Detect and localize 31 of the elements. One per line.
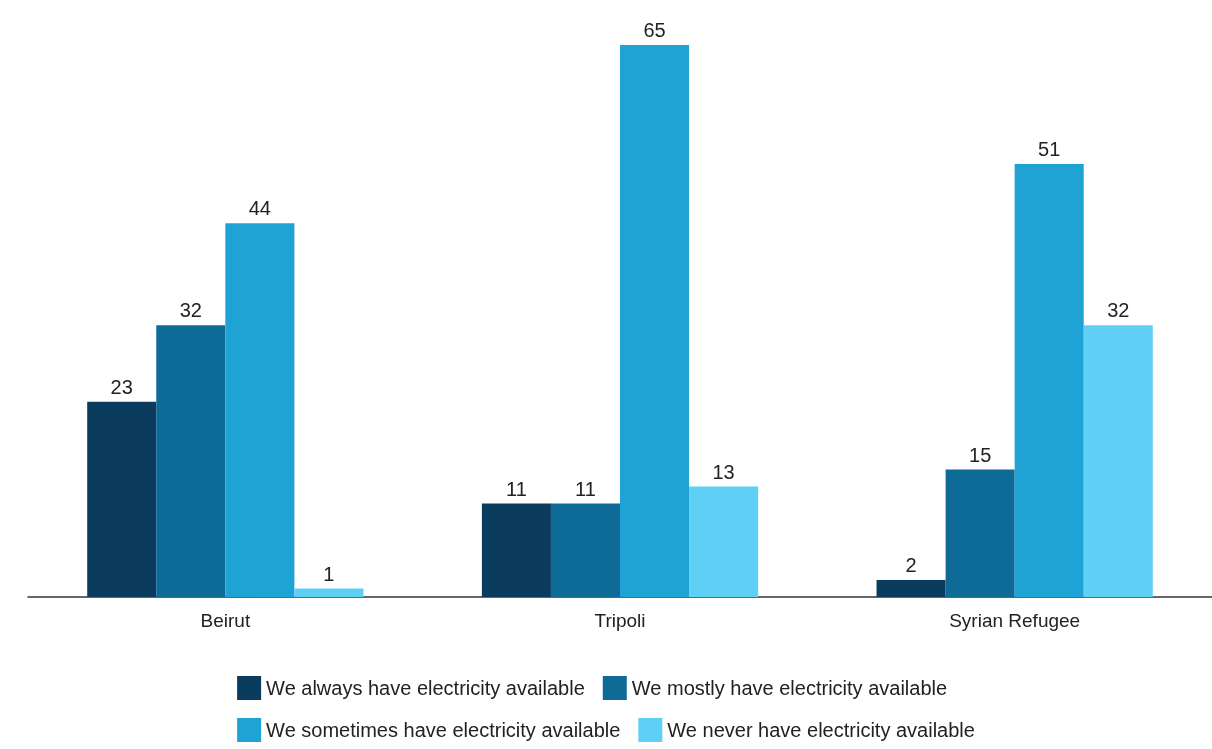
bar xyxy=(294,588,364,597)
data-label: 13 xyxy=(712,460,735,483)
data-label: 23 xyxy=(110,375,133,398)
legend-label: We mostly have electricity available xyxy=(631,677,948,699)
bar xyxy=(876,580,946,597)
bar xyxy=(225,223,295,597)
data-label: 2 xyxy=(905,554,917,577)
legend-label: We always have electricity available xyxy=(266,677,585,699)
data-label: 11 xyxy=(575,477,596,500)
data-label: 32 xyxy=(1107,299,1130,322)
x-tick-label: Syrian Refugee xyxy=(949,610,1081,631)
x-tick-label: Beirut xyxy=(200,610,251,631)
bar xyxy=(945,469,1015,597)
bar xyxy=(1014,163,1084,597)
bar xyxy=(87,401,157,597)
bar xyxy=(1083,325,1153,597)
bar xyxy=(481,503,551,597)
data-label: 65 xyxy=(643,19,666,41)
bar xyxy=(550,503,620,597)
bar xyxy=(156,325,226,597)
data-label: 51 xyxy=(1038,137,1061,160)
data-label: 44 xyxy=(248,197,271,220)
x-tick-label: Tripoli xyxy=(594,610,646,631)
data-label: 11 xyxy=(506,477,527,500)
bar xyxy=(689,486,759,597)
data-label: 1 xyxy=(323,562,335,585)
data-label: 32 xyxy=(179,299,202,322)
legend-label: We sometimes have electricity available xyxy=(266,719,621,741)
bar xyxy=(620,45,690,597)
legend-label: We never have electricity available xyxy=(667,719,975,741)
data-label: 15 xyxy=(969,443,992,466)
